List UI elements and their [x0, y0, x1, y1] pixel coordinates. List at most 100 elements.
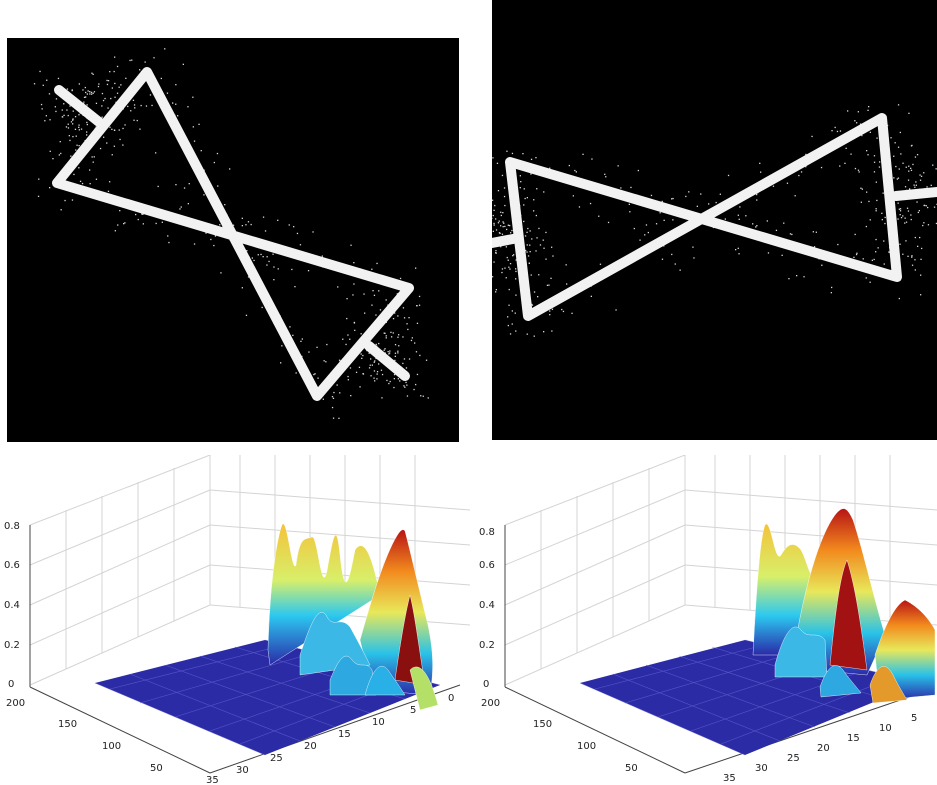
noise-speck: [245, 224, 246, 225]
left-axis-tick: 200: [6, 698, 25, 709]
noise-speck: [145, 61, 146, 62]
noise-speck: [506, 151, 507, 152]
noise-speck: [376, 344, 377, 345]
noise-speck: [346, 318, 347, 319]
surface-plot-right-svg: 0 0.2 0.4 0.6 0.8 200 150 100 50 35 30 2…: [475, 455, 937, 785]
noise-speck: [533, 199, 534, 200]
noise-speck: [523, 221, 524, 222]
noise-speck: [510, 333, 511, 334]
noise-speck: [911, 255, 912, 256]
noise-speck: [776, 230, 777, 231]
noise-speck: [644, 234, 645, 235]
noise-speck: [493, 210, 494, 211]
noise-speck: [534, 291, 535, 292]
noise-speck: [390, 381, 391, 382]
noise-speck: [73, 111, 74, 112]
noise-speck: [406, 323, 407, 324]
z-tick: 0: [483, 679, 489, 690]
noise-speck: [908, 210, 909, 211]
noise-speck: [362, 355, 363, 356]
noise-speck: [566, 264, 567, 265]
noise-speck: [932, 165, 933, 166]
noise-speck: [898, 203, 899, 204]
noise-speck: [167, 93, 168, 94]
noise-speck: [866, 226, 867, 227]
noise-speck: [504, 196, 505, 197]
noise-speck: [370, 358, 371, 359]
noise-speck: [139, 129, 140, 130]
noise-speck: [339, 392, 340, 393]
noise-speck: [783, 223, 784, 224]
noise-speck: [414, 342, 415, 343]
noise-speck: [59, 154, 60, 155]
noise-speck: [582, 154, 583, 155]
noise-speck: [872, 260, 873, 261]
noise-speck: [540, 244, 541, 245]
z-tick: 0.2: [479, 640, 495, 651]
noise-speck: [326, 344, 327, 345]
noise-speck: [60, 141, 61, 142]
noise-speck: [605, 176, 606, 177]
noise-speck: [374, 362, 375, 363]
noise-speck: [905, 218, 906, 219]
noise-speck: [175, 84, 176, 85]
noise-speck: [515, 278, 516, 279]
noise-speck: [41, 104, 42, 105]
noise-speck: [96, 103, 97, 104]
z-tick: 0.8: [479, 527, 495, 538]
noise-speck: [900, 210, 901, 211]
noise-speck: [914, 185, 915, 186]
noise-speck: [44, 120, 45, 121]
noise-speck: [297, 233, 298, 234]
noise-speck: [520, 181, 521, 182]
noise-speck: [62, 109, 63, 110]
noise-speck: [134, 107, 135, 108]
noise-speck: [897, 218, 898, 219]
noise-speck: [78, 127, 79, 128]
noise-speck: [124, 222, 125, 223]
noise-speck: [506, 229, 507, 230]
noise-speck: [242, 218, 243, 219]
noise-speck: [46, 80, 47, 81]
noise-speck: [508, 267, 509, 268]
noise-speck: [246, 315, 247, 316]
noise-speck: [837, 244, 838, 245]
noise-speck: [911, 170, 912, 171]
noise-speck: [890, 137, 891, 138]
noise-speck: [543, 248, 544, 249]
noise-speck: [405, 382, 406, 383]
noise-speck: [210, 239, 211, 240]
noise-speck: [899, 168, 900, 169]
right-axis-tick: 30: [236, 765, 249, 776]
noise-speck: [759, 163, 760, 164]
noise-speck: [93, 93, 94, 94]
noise-speck: [531, 238, 532, 239]
line-stub-left: [492, 238, 518, 243]
noise-speck: [782, 255, 783, 256]
noise-speck: [374, 360, 375, 361]
noise-speck: [878, 247, 879, 248]
noise-speck: [61, 209, 62, 210]
noise-speck: [881, 213, 882, 214]
noise-speck: [43, 85, 44, 86]
noise-speck: [248, 221, 249, 222]
noise-speck: [600, 264, 601, 265]
noise-speck: [350, 245, 351, 246]
left-axis-tick: 100: [102, 741, 121, 752]
noise-speck: [803, 276, 804, 277]
noise-speck: [364, 313, 365, 314]
noise-speck: [294, 286, 295, 287]
noise-speck: [927, 207, 928, 208]
noise-speck: [129, 60, 130, 61]
noise-speck: [164, 48, 165, 49]
noise-speck: [876, 210, 877, 211]
right-axis-tick: 35: [723, 773, 736, 784]
noise-speck: [161, 78, 162, 79]
noise-speck: [855, 168, 856, 169]
noise-speck: [419, 296, 420, 297]
noise-speck: [914, 187, 915, 188]
noise-speck: [168, 242, 169, 243]
noise-speck: [79, 145, 80, 146]
noise-speck: [866, 150, 867, 151]
noise-speck: [72, 199, 73, 200]
